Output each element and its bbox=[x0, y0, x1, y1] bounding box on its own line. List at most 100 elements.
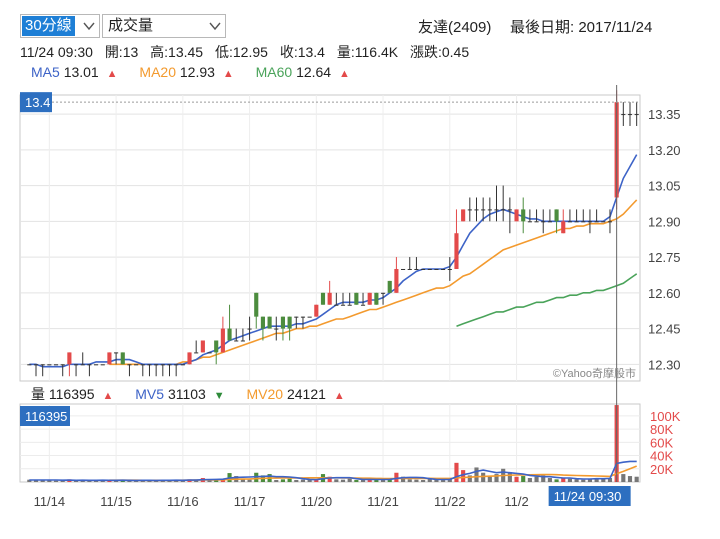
volume-bar bbox=[380, 479, 386, 482]
volume-bar bbox=[567, 478, 572, 482]
candle-body bbox=[507, 209, 512, 211]
candle-body bbox=[167, 364, 172, 366]
candle-body bbox=[627, 114, 633, 116]
volume-bar bbox=[47, 480, 52, 482]
candle-body bbox=[521, 209, 526, 222]
volume-bar bbox=[521, 476, 526, 482]
mv20-up-arrow-icon: ▲ bbox=[333, 390, 345, 402]
candle-body bbox=[334, 304, 339, 306]
watermark: ©Yahoo奇摩股市 bbox=[553, 366, 636, 380]
volume-bar bbox=[294, 480, 299, 482]
date-tick-label: 11/22 bbox=[434, 494, 466, 509]
volume-bar bbox=[401, 476, 406, 482]
ma60-line bbox=[456, 273, 638, 327]
volume-bar bbox=[214, 480, 219, 482]
candle-body bbox=[347, 304, 352, 306]
volume-bar bbox=[594, 478, 599, 482]
volume-tick-label: 20K bbox=[650, 462, 673, 477]
volume-tick-label: 40K bbox=[650, 449, 673, 464]
volume-bar bbox=[367, 479, 372, 482]
ma5-up-arrow-icon: ▲ bbox=[106, 68, 118, 80]
price-badge-text: 13.4 bbox=[25, 95, 50, 110]
volume-bar bbox=[527, 478, 532, 482]
volume-bar bbox=[33, 480, 39, 482]
ma5-value: 13.01 bbox=[63, 64, 99, 80]
candle-body bbox=[340, 304, 346, 306]
candle-body bbox=[187, 352, 192, 365]
period-select-value: 30分線 bbox=[22, 16, 75, 36]
candle-body bbox=[220, 328, 225, 353]
volume-bar bbox=[127, 480, 132, 482]
candle-body bbox=[387, 280, 392, 293]
candle-body bbox=[307, 316, 312, 318]
candle-body bbox=[27, 364, 32, 366]
volume-bar bbox=[347, 478, 352, 482]
volume-bar bbox=[634, 476, 639, 482]
vol-label: 量 bbox=[31, 386, 45, 402]
price-tick-label: 13.05 bbox=[648, 179, 681, 194]
price-tick-label: 12.45 bbox=[648, 322, 681, 337]
price-panel-frame bbox=[19, 94, 641, 382]
candle-body bbox=[274, 328, 279, 330]
volume-bar bbox=[481, 472, 486, 482]
price-badge-bg bbox=[20, 92, 52, 113]
volume-bar bbox=[427, 479, 432, 482]
volume-bar bbox=[300, 479, 306, 482]
quote-low: 低:12.95 bbox=[215, 44, 268, 60]
volume-tick-label: 100K bbox=[650, 409, 681, 424]
indicator-select-value: 成交量 bbox=[108, 17, 154, 34]
period-select[interactable]: 30分線 bbox=[20, 14, 100, 38]
candle-body bbox=[541, 221, 546, 223]
stock-name: 友達(2409) bbox=[418, 19, 492, 36]
ma20-label: MA20 bbox=[139, 64, 176, 80]
volume-bar bbox=[547, 478, 552, 482]
candle-body bbox=[561, 221, 566, 234]
candle-body bbox=[120, 352, 125, 365]
ma-legend: MA5 13.01 ▲ MA20 12.93 ▲ MA60 12.64 ▲ bbox=[31, 64, 368, 80]
candle-body bbox=[247, 328, 252, 330]
date-tick-label: 11/20 bbox=[301, 494, 333, 509]
mv5-line bbox=[29, 460, 637, 482]
price-tick-label: 13.35 bbox=[648, 107, 681, 122]
volume-bar bbox=[247, 479, 252, 482]
volume-bar bbox=[80, 480, 85, 482]
candle-body bbox=[200, 340, 205, 353]
candle-body bbox=[567, 221, 572, 223]
volume-bar bbox=[621, 474, 626, 482]
candle-body bbox=[320, 292, 326, 305]
candle-body bbox=[107, 352, 112, 365]
volume-bar bbox=[327, 476, 332, 482]
volume-bar bbox=[581, 479, 586, 482]
candle-body bbox=[461, 209, 466, 222]
chevron-down-icon bbox=[209, 22, 221, 31]
candle-body bbox=[300, 316, 306, 318]
candle-body bbox=[407, 268, 412, 270]
candle-body bbox=[100, 364, 105, 366]
ma60-label: MA60 bbox=[255, 64, 293, 80]
volume-bar bbox=[334, 479, 339, 482]
volume-bar bbox=[120, 480, 125, 482]
volume-bar bbox=[514, 476, 519, 482]
volume-bar bbox=[601, 478, 606, 482]
volume-tick-label: 60K bbox=[650, 435, 673, 450]
volume-bar bbox=[107, 480, 112, 482]
candle-body bbox=[94, 364, 99, 366]
volume-bar bbox=[73, 480, 79, 482]
price-tick-label: 12.75 bbox=[648, 250, 681, 265]
indicator-select[interactable]: 成交量 bbox=[102, 14, 226, 38]
volume-bar bbox=[454, 462, 459, 482]
quote-change: 漲跌:0.45 bbox=[409, 44, 470, 60]
chevron-down-icon bbox=[83, 22, 95, 31]
candle-body bbox=[280, 316, 286, 329]
candle-body bbox=[487, 209, 492, 211]
volume-bar bbox=[554, 479, 559, 482]
candle-body bbox=[354, 292, 359, 305]
quote-time: 11/24 09:30 bbox=[20, 44, 93, 60]
candle-body bbox=[240, 340, 245, 342]
candle-body bbox=[380, 292, 386, 294]
quote-high: 高:13.45 bbox=[150, 44, 204, 60]
candle-body bbox=[327, 292, 332, 305]
volume-bar bbox=[147, 480, 152, 482]
volume-bar bbox=[387, 478, 392, 482]
